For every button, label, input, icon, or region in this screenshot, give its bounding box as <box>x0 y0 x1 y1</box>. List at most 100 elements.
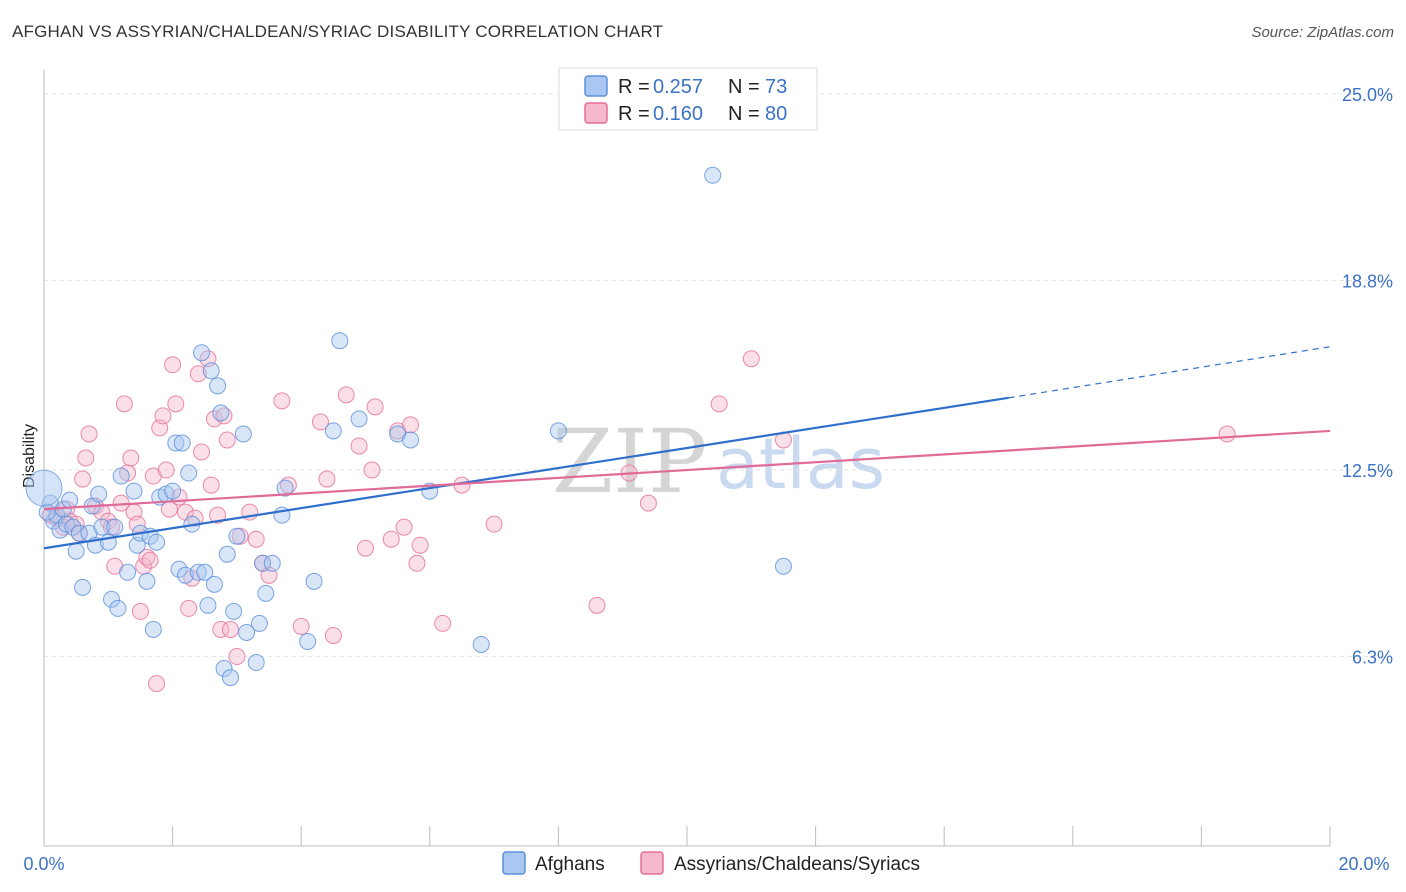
data-point <box>350 410 368 428</box>
data-point <box>205 575 223 593</box>
data-point <box>196 563 214 581</box>
data-point <box>250 614 268 632</box>
data-point <box>247 530 265 548</box>
data-point <box>209 377 227 395</box>
series-afghans-points <box>25 166 792 687</box>
data-point <box>180 464 198 482</box>
data-point <box>292 617 310 635</box>
trend-lines <box>43 346 1331 550</box>
data-point <box>549 422 567 440</box>
data-point <box>472 635 490 653</box>
data-point <box>357 539 374 557</box>
data-point <box>199 596 217 614</box>
data-point <box>103 590 121 608</box>
data-point <box>74 578 92 596</box>
data-point <box>402 416 420 434</box>
data-point <box>64 518 82 536</box>
data-point <box>225 602 243 620</box>
watermark-zip: ZIP <box>552 410 707 513</box>
data-point <box>247 654 265 672</box>
data-point <box>138 572 156 590</box>
data-point <box>77 449 95 467</box>
data-point <box>148 675 166 693</box>
data-point <box>742 350 760 368</box>
legend-n-label-1: N = <box>728 76 760 98</box>
data-point <box>80 425 98 443</box>
legend-swatch-afghans <box>584 75 608 97</box>
data-point <box>51 521 69 539</box>
data-point <box>189 365 207 383</box>
data-point <box>411 536 429 554</box>
data-point <box>131 602 149 620</box>
data-point <box>67 542 85 560</box>
y-tick-label: 25.0% <box>1342 85 1393 105</box>
data-point <box>106 518 124 536</box>
trend-line-afghans-extension <box>1008 346 1331 399</box>
data-point <box>193 443 211 461</box>
data-point <box>774 557 792 575</box>
data-point <box>434 614 452 632</box>
data-point <box>93 503 111 521</box>
data-point <box>180 599 198 617</box>
data-point <box>90 485 108 503</box>
data-point <box>408 554 426 572</box>
data-point <box>109 599 127 617</box>
data-point <box>350 437 368 455</box>
data-point <box>279 476 297 494</box>
data-point <box>93 518 111 536</box>
trend-line-afghans <box>43 396 1009 550</box>
data-point <box>228 527 246 545</box>
x-tick-label-max: 20.0% <box>1338 854 1389 874</box>
data-point <box>212 620 230 638</box>
data-point <box>38 503 56 521</box>
data-point <box>337 386 355 404</box>
data-point <box>112 467 130 485</box>
data-point <box>164 356 182 374</box>
data-point <box>1218 425 1236 443</box>
data-point <box>238 623 256 641</box>
data-point <box>164 482 182 500</box>
data-point <box>324 422 342 440</box>
legend-r-label-1: R = <box>618 76 650 98</box>
y-axis-title: Disability <box>21 424 38 488</box>
data-point <box>218 545 236 563</box>
data-point <box>209 506 227 524</box>
legend-r-value-1: 0.257 <box>653 76 703 98</box>
data-point <box>202 476 220 494</box>
chart-title: AFGHAN VS ASSYRIAN/CHALDEAN/SYRIAC DISAB… <box>12 22 664 41</box>
bottom-legend-label-assyrians: Assyrians/Chaldeans/Syriacs <box>674 854 920 875</box>
data-point <box>128 515 146 533</box>
x-axis-ticks <box>43 826 1331 846</box>
data-point <box>122 449 140 467</box>
data-point <box>138 548 156 566</box>
data-point <box>189 563 207 581</box>
legend-n-value-2: 80 <box>765 103 787 125</box>
data-point <box>173 434 191 452</box>
data-point <box>74 470 92 488</box>
data-point <box>221 669 239 687</box>
data-point <box>639 494 657 512</box>
data-point <box>193 344 211 362</box>
bottom-legend: Afghans Assyrians/Chaldeans/Syriacs <box>502 851 920 875</box>
data-point <box>205 410 223 428</box>
data-point <box>276 479 294 497</box>
data-point <box>215 407 233 425</box>
legend-n-value-1: 73 <box>765 76 787 98</box>
data-point <box>704 166 722 184</box>
bottom-legend-swatch-afghans <box>502 851 526 875</box>
data-point <box>67 515 85 533</box>
data-point <box>588 596 606 614</box>
data-point <box>125 482 143 500</box>
data-point <box>212 404 230 422</box>
data-point <box>167 434 185 452</box>
data-point <box>311 413 329 431</box>
data-point <box>167 395 185 413</box>
data-point-large <box>25 469 63 507</box>
y-tick-label: 6.3% <box>1352 648 1393 668</box>
legend-r-label-2: R = <box>618 103 650 125</box>
data-point <box>324 626 342 644</box>
data-point <box>318 470 336 488</box>
bottom-legend-label-afghans: Afghans <box>535 854 605 875</box>
data-point <box>273 392 291 410</box>
